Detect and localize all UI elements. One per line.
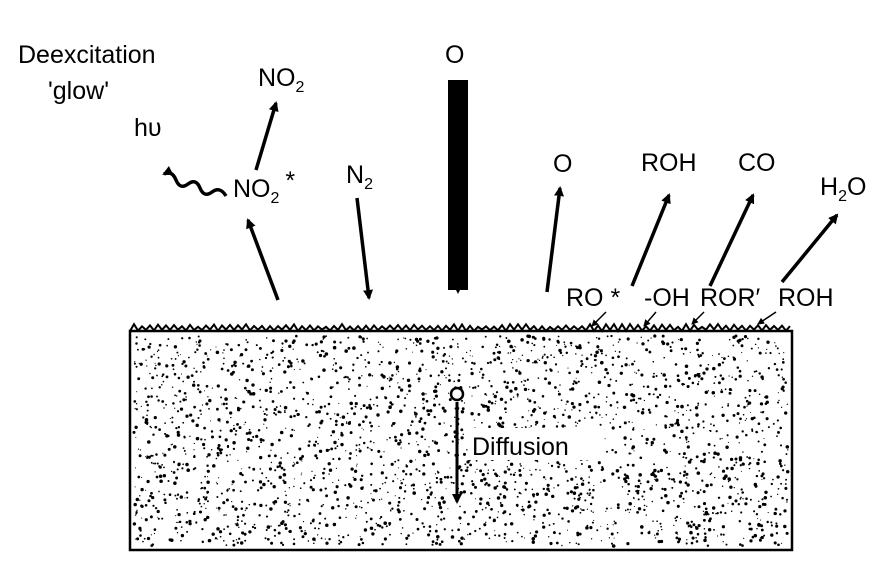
photon-hv-label: hυ bbox=[134, 114, 162, 142]
n2-incident-arrow bbox=[355, 197, 374, 300]
roh-desorption-arrow bbox=[630, 193, 671, 287]
h2o-desorption-arrow bbox=[780, 213, 839, 284]
ro-star-pointer bbox=[591, 311, 607, 327]
solid-surface-block bbox=[128, 322, 794, 552]
no2-excited-label: NO2* bbox=[233, 167, 295, 207]
ether-pointer bbox=[691, 311, 705, 325]
roh-product-label: ROH bbox=[641, 149, 697, 177]
surface-stipple-texture bbox=[132, 334, 790, 548]
rough-surface-edge bbox=[129, 322, 791, 333]
ether-ror-label: ROR′ bbox=[700, 284, 761, 312]
h2o-product-label: H2O bbox=[820, 173, 866, 205]
no2-desorption-arrow bbox=[254, 101, 279, 171]
no2-product-label: NO2 bbox=[258, 64, 305, 96]
co-desorption-arrow bbox=[708, 193, 755, 287]
diffusion-label: Diffusion bbox=[472, 433, 569, 461]
glow-label: 'glow' bbox=[48, 77, 109, 105]
photon-wavy-arrow bbox=[162, 165, 228, 197]
no2-excited-formation-arrow bbox=[246, 218, 280, 301]
diffusion-label-backdrop bbox=[468, 428, 604, 460]
ro-star-label: RO * bbox=[566, 284, 620, 312]
incident-oxygen-label: O bbox=[445, 41, 464, 69]
hydroxyl-pointer bbox=[643, 311, 657, 327]
co-product-label: CO bbox=[738, 149, 776, 177]
deexcitation-label: Deexcitation bbox=[18, 41, 156, 69]
oxygen-product-label: O bbox=[553, 150, 572, 178]
roh-surface-label: ROH bbox=[778, 284, 834, 312]
hydroxyl-label: -OH bbox=[644, 284, 690, 312]
diffusing-atom bbox=[449, 386, 465, 402]
n2-label: N2 bbox=[346, 161, 373, 193]
roh-surface-pointer bbox=[757, 311, 777, 325]
oxygen-desorption-arrow bbox=[545, 186, 564, 293]
